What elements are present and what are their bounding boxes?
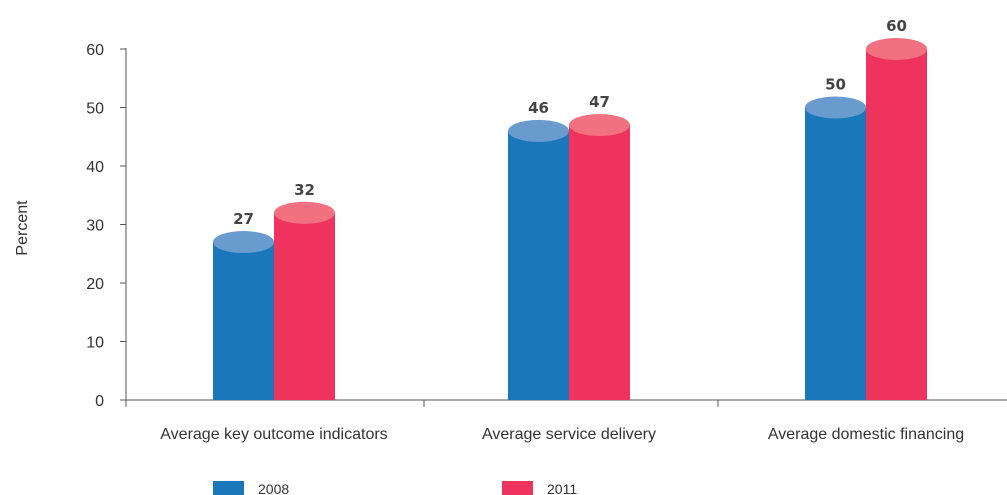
bar-top	[805, 96, 866, 119]
y-tick-label: 20	[86, 276, 104, 293]
legend-label: 2011	[547, 481, 577, 495]
bar-2008-1	[213, 231, 274, 400]
bar-top	[274, 201, 335, 224]
bar-body	[508, 130, 569, 400]
bar-body	[569, 125, 630, 401]
x-axis: Average key outcome indicators Average se…	[125, 399, 1007, 443]
bar-top	[569, 114, 630, 137]
bar-top	[508, 119, 569, 142]
bars	[213, 38, 927, 401]
bar-top	[866, 38, 927, 60]
bar-2011-3	[866, 38, 927, 400]
bar-2008-2	[508, 119, 569, 400]
legend-item-2011: 2011	[502, 481, 577, 495]
y-axis: 0 10 20 30 40 50 60	[86, 42, 127, 410]
data-label: 46	[528, 99, 549, 117]
legend-label: 2008	[258, 481, 289, 495]
data-label: 47	[589, 93, 610, 111]
bar-body	[274, 212, 335, 400]
legend-item-2008: 2008	[213, 481, 289, 495]
x-tick-label: Average service delivery	[482, 426, 656, 443]
x-tick-label: Average key outcome indicators	[160, 426, 387, 443]
x-tick-label: Average domestic financing	[768, 426, 964, 443]
bar-top	[213, 231, 274, 254]
bar-body	[213, 242, 274, 400]
y-tick-label: 10	[86, 335, 104, 352]
bar-2008-3	[805, 96, 866, 400]
y-tick-label: 60	[86, 42, 104, 59]
data-label: 60	[886, 17, 907, 35]
legend-swatch	[213, 481, 244, 495]
legend-swatch	[502, 481, 533, 495]
y-axis-label: Percent	[14, 200, 31, 256]
legend: 2008 2011	[213, 481, 577, 495]
bar-body	[866, 49, 927, 400]
bar-2011-2	[569, 114, 630, 401]
data-label: 32	[294, 181, 315, 199]
y-tick-label: 50	[86, 101, 104, 118]
data-label: 27	[233, 210, 254, 228]
data-label: 50	[825, 76, 846, 94]
bar-body	[805, 107, 866, 400]
y-tick-label: 30	[86, 218, 104, 235]
y-tick-label: 40	[86, 159, 104, 176]
y-tick-label: 0	[95, 393, 104, 410]
data-labels: 27 32 46 47 50 60	[233, 17, 907, 228]
bar-2011-1	[274, 201, 335, 400]
